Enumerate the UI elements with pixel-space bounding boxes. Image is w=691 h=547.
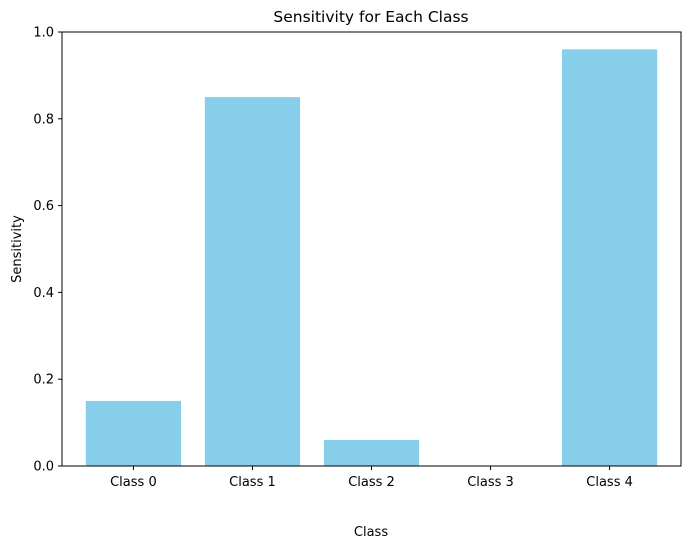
x-axis: Class 0 Class 1 Class 2 Class 3 Class 4	[110, 466, 633, 490]
y-tick-label: 0.4	[33, 286, 54, 301]
y-axis: 0.0 0.2 0.4 0.6 0.8 1.0	[33, 26, 62, 475]
y-tick-label: 0.8	[33, 112, 54, 127]
x-tick-label: Class 0	[110, 475, 157, 490]
bar-class-1	[204, 97, 301, 466]
y-tick-label: 0.6	[33, 199, 54, 214]
plot-frame	[61, 31, 682, 467]
x-axis-title: Class	[354, 525, 388, 540]
y-tick-label: 0.0	[33, 460, 54, 475]
bars-group	[85, 49, 658, 467]
x-tick-label: Class 2	[348, 475, 395, 490]
x-tick-label: Class 3	[467, 475, 514, 490]
chart-title: Sensitivity for Each Class	[273, 8, 468, 26]
y-tick-label: 0.2	[33, 373, 54, 388]
y-tick-label: 1.0	[33, 26, 54, 41]
x-tick-label: Class 1	[229, 475, 276, 490]
bar-class-4	[561, 49, 658, 467]
bar-class-0	[85, 400, 182, 466]
y-axis-title: Sensitivity	[10, 215, 25, 283]
bar-class-2	[323, 439, 420, 466]
x-tick-label: Class 4	[586, 475, 633, 490]
